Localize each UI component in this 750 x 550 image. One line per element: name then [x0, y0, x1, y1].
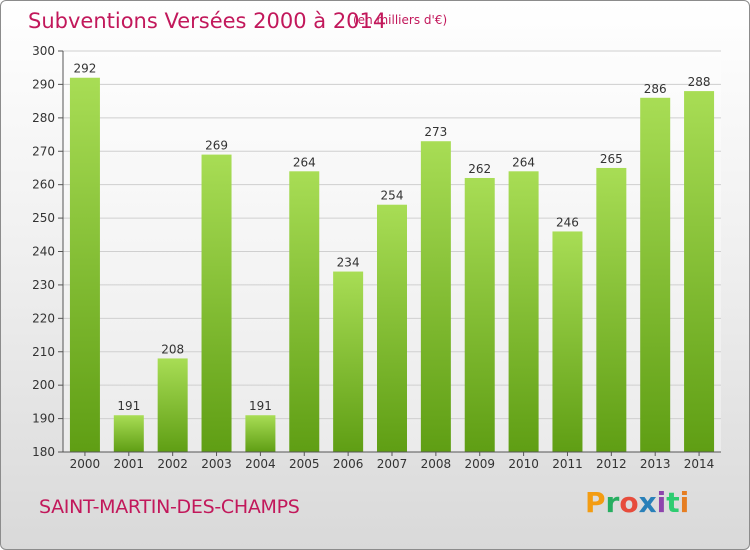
bar-2009: [464, 177, 495, 452]
x-tick-label: 2013: [640, 457, 671, 471]
bar-value-label: 264: [293, 155, 316, 169]
bar-value-label: 234: [337, 256, 360, 270]
y-tick-label: 280: [32, 111, 55, 125]
bar-value-label: 288: [688, 75, 711, 89]
logo-letter: i: [656, 486, 667, 519]
x-tick-label: 2009: [464, 457, 495, 471]
x-tick-label: 2010: [508, 457, 539, 471]
bar-value-label: 254: [381, 189, 404, 203]
bar-2010: [508, 171, 539, 453]
x-tick-label: 2007: [377, 457, 408, 471]
y-tick-label: 180: [32, 445, 55, 459]
x-tick-label: 2011: [552, 457, 583, 471]
logo-letter: o: [619, 486, 639, 519]
bar-2002: [157, 358, 188, 452]
bar-2003: [201, 154, 232, 452]
bar-value-label: 286: [644, 82, 667, 96]
bar-2000: [69, 77, 100, 452]
x-tick-label: 2000: [70, 457, 101, 471]
x-tick-label: 2014: [684, 457, 715, 471]
logo-letter: P: [585, 486, 606, 519]
x-tick-label: 2001: [114, 457, 145, 471]
bars: 292 191 208 269 191 264 234 254 273 262 264 246 265 2…: [69, 62, 715, 453]
y-tick-label: 190: [32, 412, 55, 426]
y-tick-label: 200: [32, 378, 55, 392]
bar-value-label: 246: [556, 215, 579, 229]
bar-2011: [552, 231, 583, 452]
bar-2007: [377, 204, 407, 452]
logo-letter: r: [605, 486, 620, 519]
y-tick-label: 220: [32, 311, 55, 325]
x-tick-label: 2005: [289, 457, 320, 471]
bar-value-label: 292: [73, 62, 96, 76]
bar-2004: [245, 415, 276, 452]
bar-2012: [596, 167, 627, 453]
y-tick-label: 250: [32, 211, 55, 225]
bar-2005: [289, 171, 320, 453]
y-tick-label: 210: [32, 345, 55, 359]
bar-value-label: 191: [249, 399, 272, 413]
logo-letter: i: [679, 486, 690, 519]
bar-2013: [640, 97, 671, 453]
x-tick-label: 2002: [157, 457, 188, 471]
x-tick-label: 2008: [421, 457, 452, 471]
y-tick-label: 300: [32, 44, 55, 58]
bar-value-label: 269: [205, 139, 228, 153]
proxiti-logo[interactable]: Proxiti: [585, 486, 689, 519]
bar-value-label: 191: [117, 399, 140, 413]
logo-letter: t: [666, 486, 680, 519]
bar-value-label: 264: [512, 155, 535, 169]
y-tick-label: 270: [32, 144, 55, 158]
bar-value-label: 208: [161, 342, 184, 356]
bar-2006: [333, 271, 364, 452]
bar-value-label: 265: [600, 152, 623, 166]
unit-note: (en milliers d'€): [353, 13, 448, 27]
bar-2008: [420, 141, 451, 452]
bar-value-label: 273: [424, 125, 447, 139]
chart-title: Subventions Versées 2000 à 2014: [28, 9, 387, 33]
bar-2014: [684, 91, 715, 452]
x-tick-label: 2003: [201, 457, 232, 471]
bar-value-label: 262: [468, 162, 491, 176]
axes: 180 190 200 210 220 230 240 250 260 270 280 290 300 2…: [32, 44, 721, 471]
y-tick-label: 290: [32, 77, 55, 91]
commune-name: SAINT-MARTIN-DES-CHAMPS: [39, 496, 300, 518]
bar-2001: [113, 415, 144, 452]
x-tick-label: 2004: [245, 457, 276, 471]
logo-letter: x: [638, 486, 657, 519]
x-tick-label: 2006: [333, 457, 364, 471]
y-tick-label: 240: [32, 245, 55, 259]
x-tick-label: 2012: [596, 457, 627, 471]
y-tick-label: 260: [32, 178, 55, 192]
y-tick-label: 230: [32, 278, 55, 292]
